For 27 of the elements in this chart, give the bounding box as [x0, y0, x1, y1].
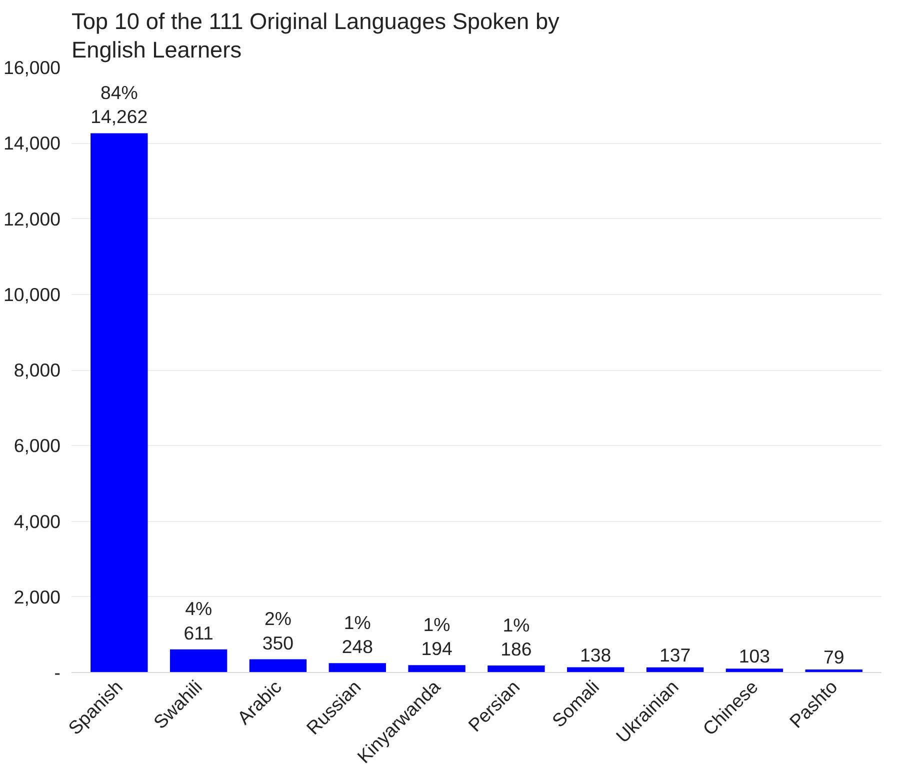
bar — [726, 668, 784, 672]
data-label: 4% 611 — [184, 598, 214, 644]
data-label: 84% 14,262 — [90, 82, 148, 128]
data-label: 137 — [659, 644, 691, 666]
y-tick-label: 4,000 — [14, 510, 60, 532]
data-label: 79 — [823, 646, 844, 668]
data-label: 2% 350 — [262, 608, 294, 654]
data-label: 1% 186 — [500, 614, 532, 660]
data-label: 1% 248 — [342, 612, 373, 658]
chart-title: Top 10 of the 111 Original Languages Spoken by English Learners — [72, 8, 560, 62]
y-tick-label: 16,000 — [3, 57, 60, 78]
bar — [408, 665, 466, 672]
y-tick-label: 12,000 — [3, 208, 60, 230]
bar — [170, 649, 228, 672]
data-label: 1% 194 — [421, 614, 452, 660]
data-label: 103 — [738, 646, 770, 667]
bar — [328, 663, 386, 672]
y-tick-label: 10,000 — [3, 284, 60, 305]
y-tick-label: 14,000 — [3, 132, 60, 154]
bar — [488, 665, 545, 672]
y-tick-label: 2,000 — [14, 586, 60, 608]
bar — [90, 133, 148, 672]
data-label: 138 — [580, 644, 612, 666]
bar — [249, 659, 307, 672]
y-tick-label: 8,000 — [14, 360, 60, 380]
y-tick-label: - — [54, 662, 61, 683]
y-tick-label: 6,000 — [14, 435, 60, 456]
